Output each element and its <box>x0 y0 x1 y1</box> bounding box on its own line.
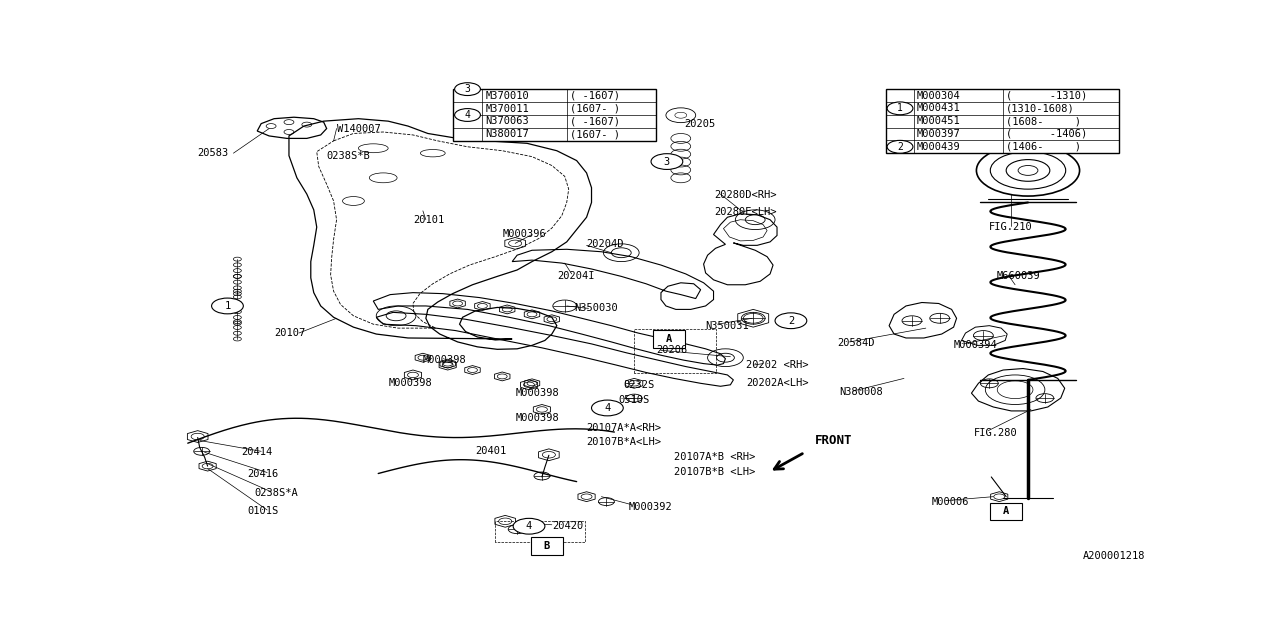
Text: M000439: M000439 <box>916 142 961 152</box>
Text: M000304: M000304 <box>916 90 961 100</box>
Text: A: A <box>666 334 672 344</box>
Text: M000392: M000392 <box>628 502 672 511</box>
Circle shape <box>454 109 480 122</box>
Text: M00006: M00006 <box>932 497 969 507</box>
Text: 4: 4 <box>604 403 611 413</box>
Text: 0232S: 0232S <box>623 380 654 390</box>
Text: (1406-     ): (1406- ) <box>1006 142 1082 152</box>
Text: N370063: N370063 <box>485 116 529 127</box>
Circle shape <box>887 140 913 153</box>
Text: 0238S*B: 0238S*B <box>326 150 370 161</box>
Text: 0238S*A: 0238S*A <box>255 488 298 498</box>
Text: (1607- ): (1607- ) <box>570 129 620 140</box>
Text: FIG.280: FIG.280 <box>973 428 1018 438</box>
Text: 20107: 20107 <box>274 328 306 338</box>
Text: 20107A*A<RH>: 20107A*A<RH> <box>586 422 662 433</box>
Text: (      -1310): ( -1310) <box>1006 90 1088 100</box>
Circle shape <box>513 518 545 534</box>
Text: ( -1607): ( -1607) <box>570 116 620 127</box>
Text: M000398: M000398 <box>422 355 467 365</box>
Text: (      -1406): ( -1406) <box>1006 129 1088 139</box>
Circle shape <box>887 102 913 115</box>
Text: M000431: M000431 <box>916 103 961 113</box>
Text: B: B <box>544 541 550 551</box>
Circle shape <box>652 154 682 170</box>
Text: 2: 2 <box>787 316 794 326</box>
Circle shape <box>211 298 243 314</box>
Text: 20584D: 20584D <box>837 338 876 348</box>
Text: 1: 1 <box>897 103 902 113</box>
Circle shape <box>977 145 1079 196</box>
Text: A: A <box>1004 506 1010 516</box>
FancyBboxPatch shape <box>531 537 563 555</box>
Text: 20206: 20206 <box>657 346 687 355</box>
Text: M000451: M000451 <box>916 116 961 126</box>
Text: 20205: 20205 <box>684 118 716 129</box>
Text: 20420: 20420 <box>552 521 584 531</box>
FancyBboxPatch shape <box>991 503 1021 520</box>
Text: 20583: 20583 <box>197 148 229 158</box>
Text: M000398: M000398 <box>515 413 559 423</box>
Text: 3: 3 <box>465 84 471 94</box>
Text: 4: 4 <box>526 521 532 531</box>
Text: 20107B*B <LH>: 20107B*B <LH> <box>673 467 755 477</box>
Text: 20107A*B <RH>: 20107A*B <RH> <box>673 452 755 462</box>
Text: 20202A<LH>: 20202A<LH> <box>746 378 809 388</box>
Text: (1310-1608): (1310-1608) <box>1006 103 1075 113</box>
Text: M000398: M000398 <box>388 378 431 388</box>
Text: 0101S: 0101S <box>247 506 279 516</box>
Text: M370011: M370011 <box>485 104 529 113</box>
Text: 20280E<LH>: 20280E<LH> <box>714 207 777 218</box>
Text: 1: 1 <box>224 301 230 311</box>
Text: M000397: M000397 <box>916 129 961 139</box>
Text: 2: 2 <box>897 142 902 152</box>
FancyBboxPatch shape <box>453 89 657 141</box>
Text: (1608-     ): (1608- ) <box>1006 116 1082 126</box>
Text: 20414: 20414 <box>242 447 273 458</box>
Text: ( -1607): ( -1607) <box>570 91 620 100</box>
FancyBboxPatch shape <box>886 89 1119 153</box>
Text: 20401: 20401 <box>475 446 507 456</box>
Text: N350031: N350031 <box>705 321 749 331</box>
Text: N380008: N380008 <box>840 387 883 397</box>
Text: W140007: W140007 <box>337 124 380 134</box>
FancyBboxPatch shape <box>653 330 685 348</box>
Text: M660039: M660039 <box>996 271 1041 282</box>
Text: M000398: M000398 <box>515 388 559 398</box>
Text: (1607- ): (1607- ) <box>570 104 620 113</box>
Text: 20280D<RH>: 20280D<RH> <box>714 190 777 200</box>
Text: 3: 3 <box>664 157 669 166</box>
Text: N350030: N350030 <box>575 303 618 314</box>
Text: 20204D: 20204D <box>586 239 625 250</box>
Circle shape <box>454 83 480 95</box>
Text: 4: 4 <box>465 110 471 120</box>
Text: FRONT: FRONT <box>815 435 852 447</box>
Text: 0510S: 0510S <box>618 395 649 404</box>
Text: 20204I: 20204I <box>557 271 594 282</box>
Text: 20202 <RH>: 20202 <RH> <box>746 360 809 370</box>
Text: N380017: N380017 <box>485 129 529 140</box>
Text: 20107B*A<LH>: 20107B*A<LH> <box>586 438 662 447</box>
Text: 20416: 20416 <box>247 468 279 479</box>
Text: M000396: M000396 <box>502 230 547 239</box>
Circle shape <box>776 313 806 328</box>
Circle shape <box>591 400 623 416</box>
Text: M000394: M000394 <box>954 340 997 350</box>
Text: FIG.210: FIG.210 <box>989 222 1033 232</box>
Text: A200001218: A200001218 <box>1083 551 1146 561</box>
Text: M370010: M370010 <box>485 91 529 100</box>
Text: 20101: 20101 <box>413 214 444 225</box>
